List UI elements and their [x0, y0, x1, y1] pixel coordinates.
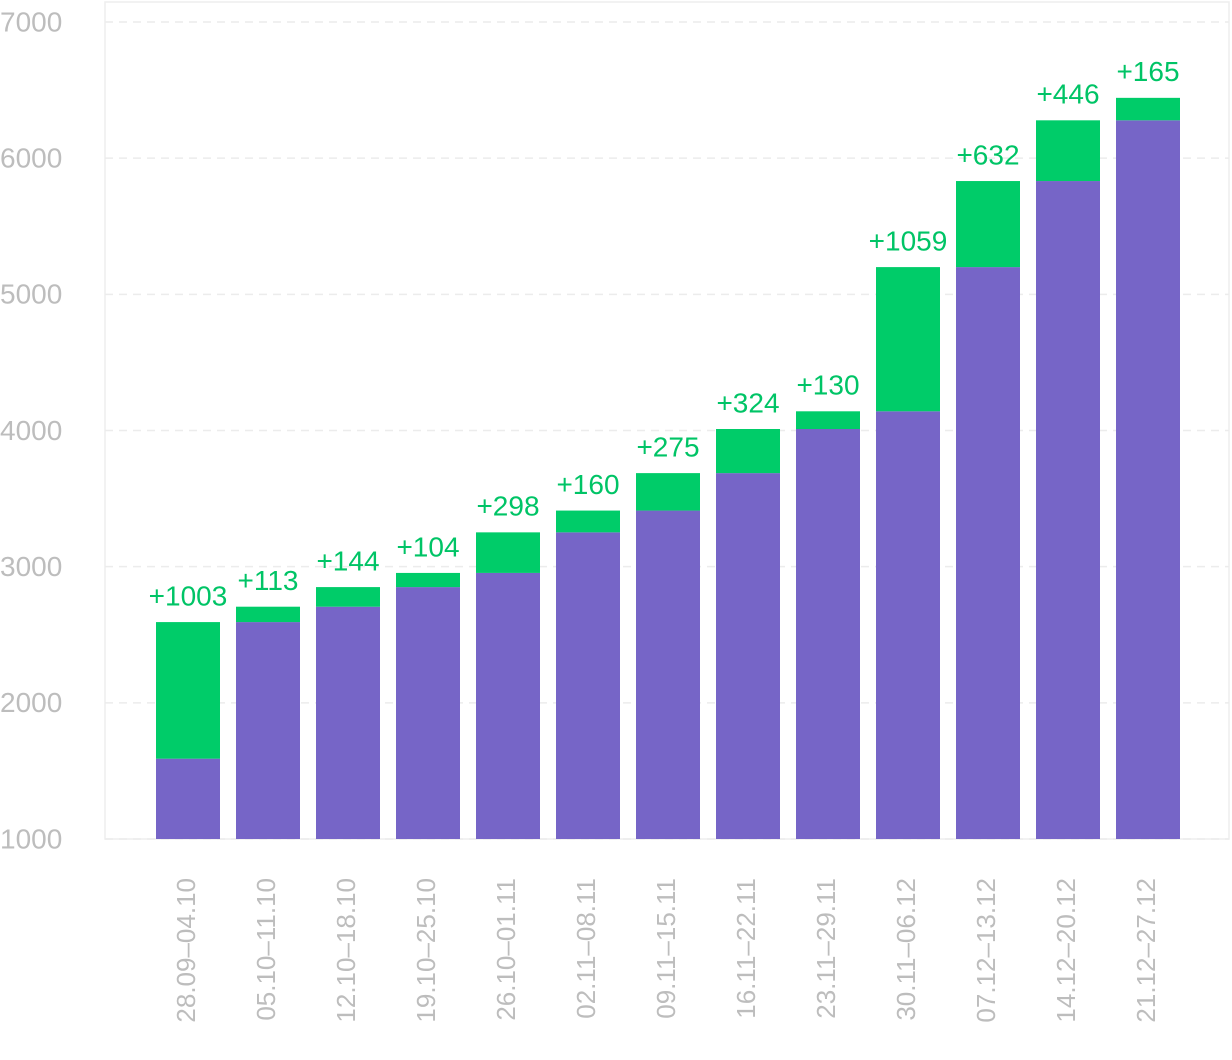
bar-segment — [476, 532, 540, 573]
bar-segment — [156, 622, 220, 759]
bar-segment — [1116, 97, 1180, 121]
bar-segment — [316, 606, 380, 839]
x-tick-label: 07.12–13.12 — [971, 878, 1001, 1023]
bar-segment — [236, 622, 300, 839]
y-tick-label: 7000 — [0, 6, 62, 37]
x-tick-label: 21.12–27.12 — [1131, 878, 1161, 1023]
bar-segment — [396, 587, 460, 839]
value-label: +446 — [1036, 79, 1099, 110]
bar-segment — [636, 473, 700, 511]
value-label: +275 — [636, 432, 699, 463]
bar-segment — [796, 411, 860, 430]
bar-segment — [636, 510, 700, 839]
bar-segment — [396, 572, 460, 588]
x-tick-label: 19.10–25.10 — [411, 878, 441, 1023]
bar-segment — [796, 429, 860, 839]
x-tick-label: 30.11–06.12 — [891, 878, 921, 1021]
x-tick-label: 12.10–18.10 — [331, 878, 361, 1023]
value-label: +130 — [796, 370, 859, 401]
bar-segment — [236, 606, 300, 623]
value-label: +1003 — [149, 580, 228, 611]
value-label: +160 — [556, 469, 619, 500]
y-tick-label: 1000 — [0, 823, 62, 854]
bar-segment — [716, 429, 780, 474]
x-tick-label: 16.11–22.11 — [731, 878, 761, 1019]
value-label: +104 — [396, 531, 459, 562]
value-label: +165 — [1116, 56, 1179, 87]
x-tick-label: 02.11–08.11 — [571, 878, 601, 1019]
x-tick-label: 14.12–20.12 — [1051, 878, 1081, 1023]
y-tick-label: 5000 — [0, 279, 62, 310]
y-tick-label: 6000 — [0, 143, 62, 174]
value-label: +1059 — [869, 225, 948, 256]
bar-segment — [556, 532, 620, 839]
bar-segment — [156, 758, 220, 839]
bar-segment — [956, 267, 1020, 840]
x-tick-label: 23.11–29.11 — [811, 878, 841, 1019]
bar-segment — [876, 267, 940, 412]
bar-segment — [1036, 120, 1100, 182]
bar-segment — [1036, 181, 1100, 839]
value-label: +324 — [716, 387, 779, 418]
bar-segment — [876, 411, 940, 839]
x-tick-label: 28.09–04.10 — [171, 878, 201, 1023]
bar-segment — [316, 587, 380, 607]
bar-segment — [1116, 120, 1180, 840]
value-label: +144 — [316, 545, 379, 576]
x-tick-label: 09.11–15.11 — [651, 878, 681, 1019]
x-tick-label: 26.10–01.11 — [491, 878, 521, 1021]
y-tick-label: 4000 — [0, 415, 62, 446]
y-tick-label: 2000 — [0, 687, 62, 718]
bar-segment — [476, 572, 540, 839]
bar-segment — [716, 473, 780, 839]
value-label: +113 — [238, 565, 299, 596]
y-tick-label: 3000 — [0, 551, 62, 582]
value-label: +298 — [476, 491, 539, 522]
value-label: +632 — [956, 139, 1019, 170]
bar-segment — [956, 181, 1020, 268]
bar-segment — [556, 510, 620, 533]
x-tick-label: 05.10–11.10 — [251, 878, 281, 1021]
